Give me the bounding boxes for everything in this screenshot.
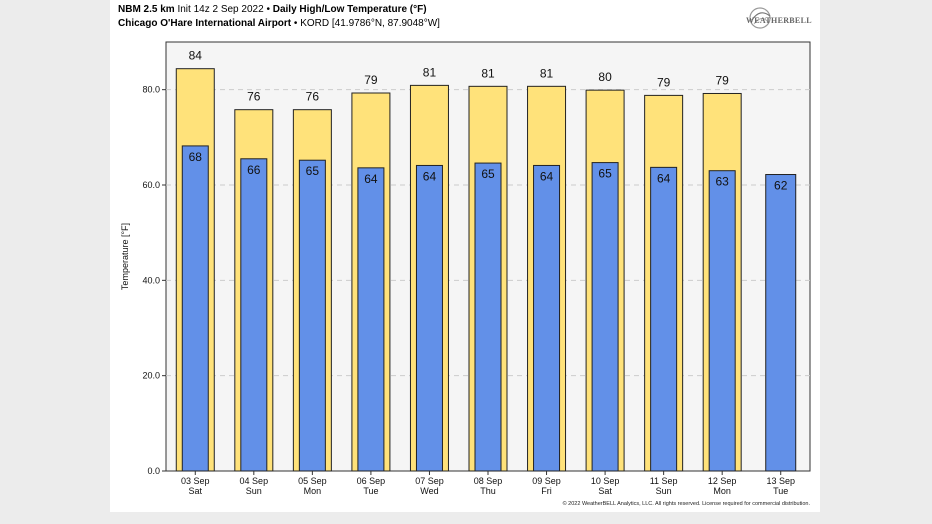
station-name: Chicago O'Hare International Airport: [118, 18, 292, 29]
x-tick-day-label: Mon: [304, 486, 322, 496]
station-info: KORD [41.9786°N, 87.9048°W]: [300, 18, 440, 29]
high-temp-label: 81: [540, 66, 554, 80]
chart-area: 0.0 20.0 40.0 60.0 80.0 Temperature [°F] 84 68 0…: [120, 41, 811, 496]
low-temp-bar: [765, 174, 797, 472]
high-temp-label: 84: [189, 49, 203, 63]
low-temp-bar: [591, 162, 619, 472]
chart-title: Daily High/Low Temperature (°F): [272, 4, 427, 15]
y-tick-label: 20.0: [142, 371, 160, 381]
x-tick-date-label: 06 Sep: [357, 476, 386, 486]
x-tick-day-label: Wed: [420, 486, 438, 496]
logo-swirl-icon: [749, 7, 771, 29]
high-temp-label: 81: [481, 66, 495, 80]
high-temp-label: 81: [423, 65, 437, 79]
low-temp-label: 65: [306, 164, 320, 178]
y-tick-label: 0.0: [147, 466, 160, 476]
x-tick-date-label: 12 Sep: [708, 476, 737, 486]
x-tick-day-label: Sat: [598, 486, 612, 496]
low-temp-label: 62: [774, 179, 788, 193]
high-temp-label: 80: [598, 70, 612, 84]
low-temp-bar: [708, 170, 736, 472]
low-temp-label: 65: [481, 167, 495, 181]
header-bullet-2: •: [293, 18, 298, 29]
x-tick-day-label: Tue: [363, 486, 378, 496]
weatherbell-logo: WEATHERBELL: [746, 6, 812, 32]
low-temp-label: 64: [657, 171, 671, 185]
chart-frame: NBM 2.5 km Init 14z 2 Sep 2022 • Daily H…: [110, 0, 820, 512]
low-temp-label: 68: [189, 150, 203, 164]
low-temp-label: 64: [423, 169, 437, 183]
low-temp-bar: [474, 162, 502, 472]
y-tick-label: 80.0: [142, 85, 160, 95]
high-temp-label: 79: [716, 73, 730, 87]
low-temp-bar: [240, 158, 268, 472]
copyright-notice: © 2022 WeatherBELL Analytics, LLC. All r…: [562, 501, 810, 507]
x-tick-date-label: 05 Sep: [298, 476, 327, 486]
x-tick-date-label: 04 Sep: [240, 476, 269, 486]
y-axis-title: Temperature [°F]: [120, 223, 130, 290]
low-temp-bar: [650, 166, 678, 472]
y-tick-label: 40.0: [142, 275, 160, 285]
logo-text: WEATHERBELL: [746, 16, 812, 25]
model-name: NBM 2.5 km: [118, 4, 175, 15]
x-tick-date-label: 07 Sep: [415, 476, 444, 486]
high-temp-label: 76: [306, 90, 320, 104]
low-temp-bar: [298, 159, 326, 472]
init-time: Init 14z 2 Sep 2022: [177, 4, 264, 15]
header-bullet: •: [266, 4, 270, 15]
high-temp-label: 79: [657, 75, 671, 89]
high-temp-label: 79: [364, 73, 378, 87]
x-tick-day-label: Sat: [189, 486, 203, 496]
low-temp-label: 65: [598, 167, 612, 181]
x-tick-day-label: Sun: [656, 486, 672, 496]
x-tick-date-label: 10 Sep: [591, 476, 620, 486]
x-tick-day-label: Tue: [773, 486, 788, 496]
low-temp-bar: [357, 167, 385, 472]
x-tick-day-label: Sun: [246, 486, 262, 496]
x-tick-date-label: 13 Sep: [766, 476, 795, 486]
low-temp-bar: [181, 145, 209, 472]
chart-header-line-2: Chicago O'Hare International Airport • K…: [118, 18, 440, 29]
low-temp-label: 66: [247, 163, 261, 177]
x-tick-date-label: 09 Sep: [532, 476, 561, 486]
x-tick-day-label: Fri: [541, 486, 552, 496]
chart-header-line-1: NBM 2.5 km Init 14z 2 Sep 2022 • Daily H…: [118, 4, 427, 15]
y-tick-label: 60.0: [142, 180, 160, 190]
x-tick-date-label: 03 Sep: [181, 476, 210, 486]
low-temp-label: 63: [716, 175, 730, 189]
x-tick-day-label: Mon: [713, 486, 731, 496]
high-temp-label: 76: [247, 90, 261, 104]
x-tick-day-label: Thu: [480, 486, 496, 496]
low-temp-bar: [415, 164, 443, 472]
low-temp-label: 64: [540, 169, 554, 183]
low-temp-bar: [533, 164, 561, 472]
low-temp-label: 64: [364, 172, 378, 186]
x-tick-date-label: 11 Sep: [650, 476, 678, 486]
x-tick-date-label: 08 Sep: [474, 476, 503, 486]
